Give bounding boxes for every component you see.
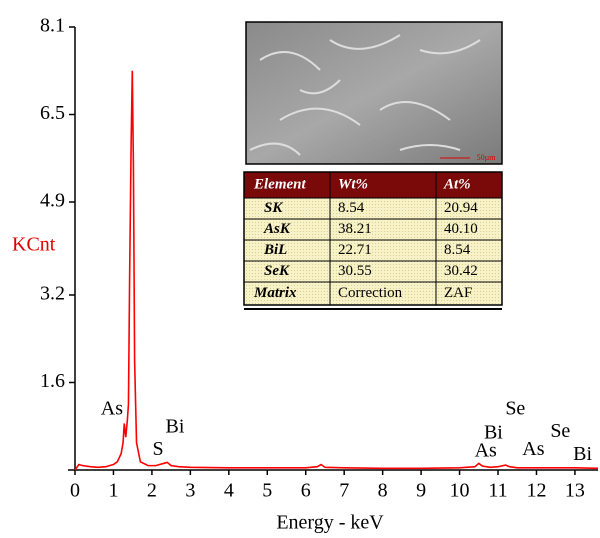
table-row-label: AsK [263,221,291,237]
scale-bar-label: 50µm [477,153,497,162]
x-tick-label: 8 [378,480,388,502]
peak-label: Bi [166,415,185,437]
peak-label: Bi [484,421,503,443]
peak-label: S [153,438,164,460]
y-tick-label: 4.9 [40,190,65,212]
table-cell: 40.10 [444,221,478,237]
table-header-cell: Wt% [338,176,368,192]
table-cell: 22.71 [338,242,372,258]
x-tick-label: 7 [339,480,349,502]
y-tick-label: 8.1 [40,15,65,37]
x-tick-label: 5 [262,480,272,502]
x-tick-label: 3 [185,480,195,502]
table-cell: 30.42 [444,263,478,279]
y-tick-label: 3.2 [40,283,65,305]
peak-label: Bi [573,443,592,465]
table-cell: 8.54 [444,242,471,258]
chart: KCnt Energy - keV 50µm Element Wt% At% SK 8.… [0,0,600,538]
table-row-label: SeK [264,263,290,279]
table-cell: ZAF [444,285,472,301]
inset-image: 50µm [246,22,502,164]
table-cell: 8.54 [338,200,365,216]
x-tick-label: 9 [416,480,426,502]
table-row-label: BiL [263,242,287,258]
table-row-label: SK [264,200,283,216]
x-tick-label: 6 [301,480,311,502]
table-cell: 30.55 [338,263,372,279]
table-header-cell: At% [443,176,471,192]
x-tick-label: 12 [526,480,546,502]
sem-image [246,22,502,164]
x-tick-label: 0 [70,480,80,502]
x-tick-label: 4 [224,480,234,502]
y-tick-label: 6.5 [40,102,65,124]
x-tick-label: 10 [450,480,470,502]
x-tick-label: 13 [565,480,585,502]
table-header-cell: Element [253,176,306,192]
table-cell: Correction [338,285,403,301]
x-tick-label: 2 [147,480,157,502]
y-axis-label: KCnt [12,234,56,256]
peak-label: As [101,397,123,419]
x-tick-label: 1 [108,480,118,502]
y-tick-label: 1.6 [40,370,65,392]
table-row-label: Matrix [253,285,297,301]
x-tick-label: 11 [488,480,507,502]
table-cell: 20.94 [444,200,478,216]
x-axis-label: Energy - keV [276,512,384,534]
peak-label: As [522,438,544,460]
peak-label: Se [505,397,525,419]
inset-table: Element Wt% At% SK 8.54 20.94 AsK 38.21 40.10 BiL… [244,172,502,309]
table-cell: 38.21 [338,221,372,237]
peak-label: Se [550,420,570,442]
